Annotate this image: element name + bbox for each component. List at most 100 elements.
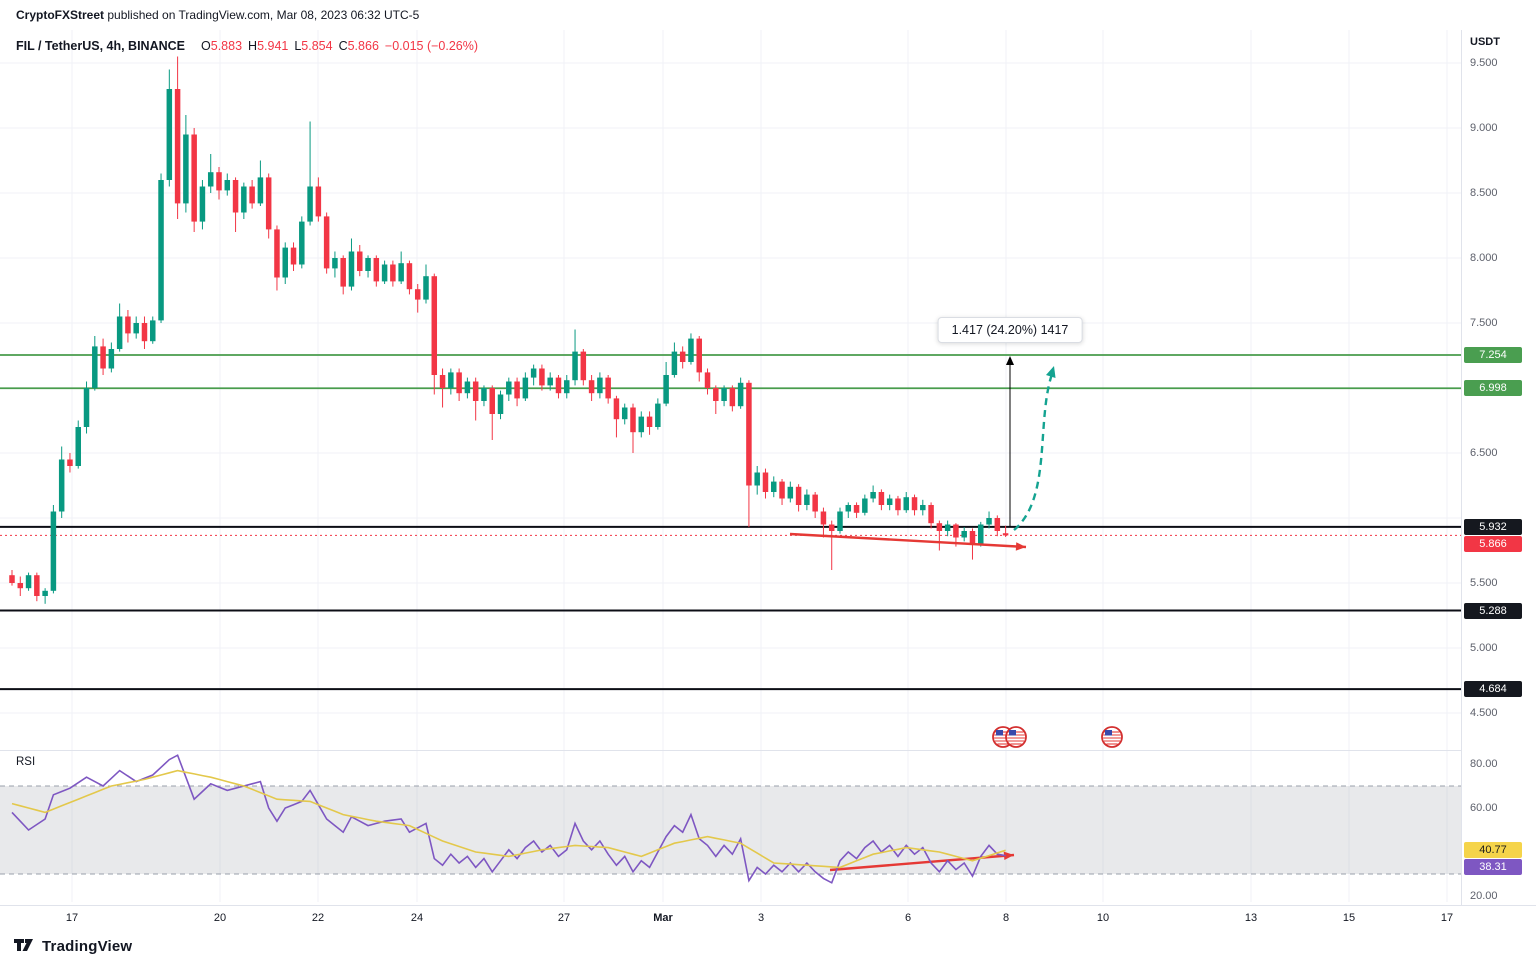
price-axis[interactable]	[1462, 30, 1536, 905]
axis-divider	[1461, 30, 1462, 905]
candle-body	[613, 398, 620, 420]
candle-body	[771, 481, 777, 492]
rsi-panel-title[interactable]: RSI	[16, 756, 36, 768]
candle-body	[373, 258, 380, 282]
open-label: O	[201, 39, 211, 53]
candle-body	[340, 258, 346, 287]
candle-body	[704, 372, 711, 388]
candle-body	[497, 394, 504, 414]
candle-body	[9, 575, 15, 583]
candle-body	[944, 524, 951, 531]
candle-body	[431, 276, 438, 375]
price-chart-pane[interactable]	[0, 30, 1461, 750]
candle-body	[655, 403, 661, 427]
time-axis[interactable]	[0, 906, 1536, 934]
candle-body	[679, 351, 686, 362]
candle-body	[100, 346, 106, 369]
candle-body	[729, 388, 736, 407]
candle-body	[150, 320, 156, 342]
rsi-series-rsi-ma	[11, 769, 1006, 869]
us-economic-event-icon[interactable]	[1005, 726, 1027, 748]
candle-body	[398, 263, 404, 282]
candle-body	[514, 381, 520, 399]
candle-body	[42, 590, 48, 596]
close-label: C	[338, 39, 348, 53]
rsi-band	[0, 786, 1461, 874]
projection-arrow-line[interactable]	[1013, 373, 1054, 531]
candle-body	[265, 177, 272, 230]
candle-body	[994, 518, 1001, 531]
rsi-indicator-pane[interactable]	[0, 750, 1461, 902]
candle-body	[307, 186, 313, 222]
candle-body	[472, 381, 479, 401]
trend-arrow-line[interactable]	[789, 532, 1027, 549]
candle-body	[207, 172, 214, 187]
candle-body	[837, 511, 843, 531]
candle-body	[381, 264, 388, 282]
candle-body	[804, 494, 810, 505]
candle-body	[696, 338, 702, 373]
candle-body	[390, 264, 396, 282]
measurement-label[interactable]: 1.417 (24.20%) 1417	[937, 317, 1083, 343]
candle-body	[911, 497, 918, 511]
candle-body	[25, 575, 32, 589]
candle-body	[688, 338, 694, 362]
symbol-legend: FIL / TetherUS, 4h, BINANCE O5.883 H5.941 L…	[16, 39, 478, 53]
us-economic-event-icon[interactable]	[1101, 726, 1123, 748]
candle-body	[116, 316, 123, 349]
candle-body	[522, 377, 529, 399]
candle-body	[737, 382, 744, 407]
candle-body	[183, 134, 189, 204]
candle-body	[67, 459, 73, 466]
candle-body	[58, 459, 65, 512]
candle-body	[249, 186, 255, 204]
candle-body	[746, 382, 752, 486]
candle-body	[224, 180, 231, 191]
candle-body	[216, 172, 222, 191]
candle-body	[108, 349, 115, 369]
high-label: H	[248, 39, 258, 53]
candle-body	[564, 380, 570, 394]
low-value: 5.854	[301, 39, 333, 53]
candle-body	[75, 427, 81, 466]
candle-body	[787, 486, 794, 499]
candle-body	[290, 247, 297, 265]
candle-body	[539, 368, 545, 386]
candle-body	[721, 388, 727, 401]
candle-body	[580, 351, 587, 381]
candle-body	[456, 372, 462, 394]
candle-body	[141, 323, 148, 342]
candle-body	[621, 407, 628, 420]
candle-body	[199, 186, 206, 222]
rsi-series-rsi	[11, 754, 1006, 884]
candle-body	[969, 531, 976, 544]
candle-body	[572, 351, 578, 381]
candle-body	[299, 221, 305, 265]
high-value: 5.941	[257, 39, 289, 53]
tradingview-logo-icon[interactable]	[14, 939, 35, 954]
symbol-title[interactable]: FIL / TetherUS, 4h, BINANCE	[16, 39, 186, 53]
change-value: −0.015 (−0.26%)	[384, 39, 479, 53]
candle-body	[713, 388, 719, 401]
candle-body	[530, 368, 537, 378]
pane-divider[interactable]	[0, 750, 1461, 751]
publish-info: published on TradingView.com, Mar 08, 20…	[104, 8, 420, 22]
candle-body	[274, 229, 280, 278]
candle-body	[555, 377, 562, 394]
candle-body	[50, 511, 57, 591]
candle-body	[414, 289, 421, 300]
candle-body	[588, 380, 595, 394]
candle-body	[191, 134, 197, 222]
candle-body	[762, 472, 769, 492]
candle-body	[315, 186, 322, 217]
candle-body	[605, 377, 611, 399]
candle-body	[961, 531, 967, 538]
tradingview-attribution[interactable]: TradingView	[14, 938, 132, 955]
candle-body	[92, 346, 98, 388]
candle-body	[795, 486, 802, 505]
candle-body	[282, 247, 288, 278]
candle-body	[920, 505, 926, 511]
candle-body	[323, 216, 330, 269]
candle-body	[638, 416, 645, 433]
